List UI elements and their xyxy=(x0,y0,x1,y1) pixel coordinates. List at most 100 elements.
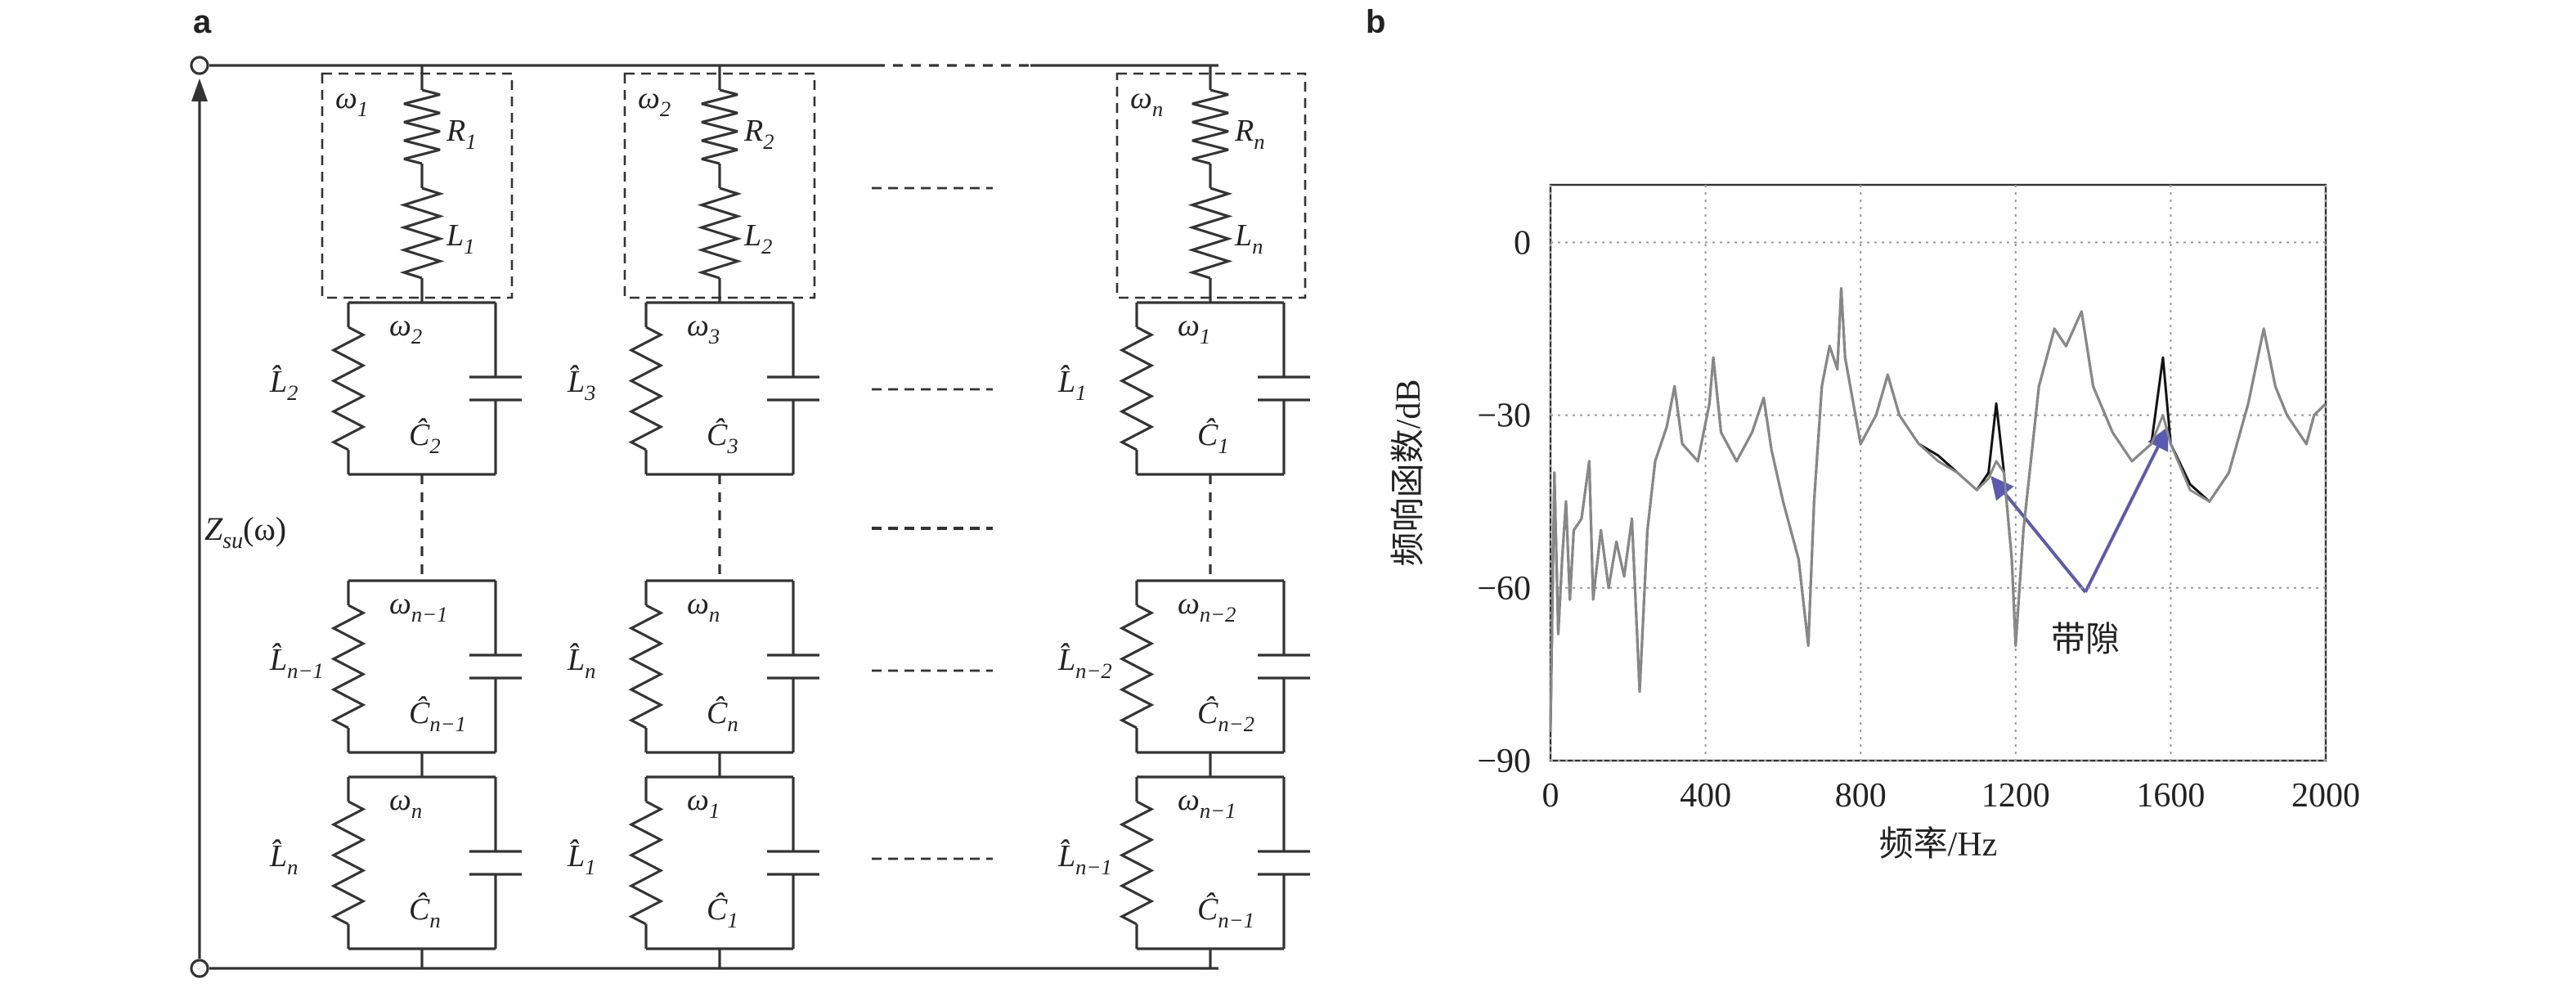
symbol-base: ω xyxy=(389,586,411,621)
symbol-subscript: n xyxy=(411,798,422,823)
symbol-subscript: n−2 xyxy=(1075,658,1112,683)
symbol-label: Ĉ1 xyxy=(707,892,738,932)
coil xyxy=(628,800,664,926)
symbol-label: L̂1 xyxy=(1057,365,1086,405)
symbol-base: ω xyxy=(335,81,357,115)
annotation-arrows xyxy=(1990,426,2169,594)
symbol-subscript: 1 xyxy=(464,234,474,258)
symbol-base: Ĉ xyxy=(409,696,430,730)
symbol-label: ω3 xyxy=(687,308,720,348)
symbol-base: L̂ xyxy=(1057,365,1075,399)
y-tick-label: −30 xyxy=(1477,397,1531,435)
symbol-label: R2 xyxy=(743,114,774,154)
symbol-label: Ln xyxy=(1234,218,1263,258)
symbol-tail: (ω) xyxy=(243,510,286,547)
symbol-subscript: 1 xyxy=(1075,380,1086,405)
coil xyxy=(399,186,445,280)
symbol-label: ω1 xyxy=(687,783,720,823)
y-tick-label: 0 xyxy=(1514,224,1531,262)
symbol-subscript: n xyxy=(429,908,440,932)
plot-frame xyxy=(1549,183,2327,762)
symbol-subscript: n xyxy=(1252,234,1263,258)
symbol-label: ω2 xyxy=(638,81,671,121)
symbol-base: ω xyxy=(1178,308,1200,343)
symbol-base: ω xyxy=(1130,81,1152,115)
series-line xyxy=(1549,287,2327,732)
symbol-base: ω xyxy=(687,308,709,343)
symbol-base: ω xyxy=(389,308,411,343)
symbol-subscript: n−1 xyxy=(1218,908,1254,932)
symbol-label: ωn−2 xyxy=(1178,586,1236,626)
y-tick-label: −90 xyxy=(1477,743,1531,780)
symbol-base: Ĉ xyxy=(1197,892,1218,927)
coil xyxy=(1119,326,1155,451)
dashed-box xyxy=(1115,72,1307,299)
x-tick-label: 0 xyxy=(1542,777,1560,815)
coil xyxy=(628,326,664,451)
symbol-base: L̂ xyxy=(1057,643,1075,677)
y-axis-label: 频响函数/dB xyxy=(1390,379,1428,567)
symbol-subscript: 1 xyxy=(709,798,720,823)
symbol-base: L̂ xyxy=(269,839,287,873)
symbol-label: L̂n−1 xyxy=(1057,839,1112,879)
symbol-label: Ĉn xyxy=(707,696,738,736)
symbol-label: L2 xyxy=(743,218,772,258)
symbol-label: Ĉn−1 xyxy=(1197,892,1254,932)
symbol-base: L xyxy=(446,218,464,253)
symbol-subscript: n xyxy=(709,602,720,626)
coil xyxy=(330,604,366,730)
symbol-label: L̂n−2 xyxy=(1057,643,1112,683)
symbol-label: ωn−1 xyxy=(389,586,447,626)
annotation: 带隙 xyxy=(2051,622,2120,659)
symbol-subscript: 1 xyxy=(465,129,476,154)
symbol-label: Ĉ2 xyxy=(409,418,441,458)
symbol-label: L̂1 xyxy=(567,839,595,879)
symbol-label: Ĉn−2 xyxy=(1197,696,1254,736)
symbol-subscript: n−1 xyxy=(1200,798,1236,823)
symbol-base: L xyxy=(743,218,761,253)
symbol-subscript: n xyxy=(1254,129,1264,154)
symbol-base: R xyxy=(1234,114,1254,148)
coil xyxy=(1187,186,1233,280)
symbol-label: Rn xyxy=(1234,114,1265,154)
symbol-subscript: 3 xyxy=(726,433,738,458)
x-axis-label: 频率/Hz xyxy=(1879,825,1998,864)
symbol-label: R1 xyxy=(446,114,477,154)
symbol-base: ω xyxy=(1178,783,1200,817)
symbol-subscript: 2 xyxy=(287,380,298,405)
coil xyxy=(330,326,366,451)
symbol-subscript: 3 xyxy=(708,324,720,348)
symbol-label: L̂n xyxy=(269,839,298,879)
symbol-label: L̂n−1 xyxy=(269,643,324,683)
symbol-label: L1 xyxy=(446,218,474,258)
symbol-base: ω xyxy=(687,586,709,621)
y-tick-label: −60 xyxy=(1477,570,1531,608)
symbol-subscript: n xyxy=(727,712,738,736)
symbol-subscript: 2 xyxy=(763,129,774,154)
symbol-subscript: n xyxy=(1152,97,1163,121)
coil xyxy=(1192,88,1229,165)
symbol-subscript: 2 xyxy=(429,433,440,458)
coil xyxy=(1119,604,1155,730)
symbol-base: Ĉ xyxy=(707,892,728,927)
coil xyxy=(403,88,441,165)
x-tick-label: 1200 xyxy=(1981,777,2050,815)
symbol-base: ω xyxy=(389,783,411,817)
symbol-label: ωn xyxy=(687,586,720,626)
symbol-subscript: 1 xyxy=(1200,324,1210,348)
symbol-label: L̂3 xyxy=(567,365,595,405)
symbol-subscript: n−2 xyxy=(1200,602,1236,626)
symbol-base: Z xyxy=(204,510,223,547)
symbol-subscript: 1 xyxy=(727,908,738,932)
symbol-subscript: 1 xyxy=(1218,433,1228,458)
coil xyxy=(330,800,366,926)
symbol-subscript: su xyxy=(222,528,243,554)
coil xyxy=(701,88,738,165)
symbol-subscript: 2 xyxy=(761,234,772,258)
symbol-label: Ĉ1 xyxy=(1197,418,1229,458)
symbol-label: ωn xyxy=(1130,81,1163,121)
symbol-subscript: 1 xyxy=(585,855,595,879)
symbol-base: L̂ xyxy=(567,365,585,399)
